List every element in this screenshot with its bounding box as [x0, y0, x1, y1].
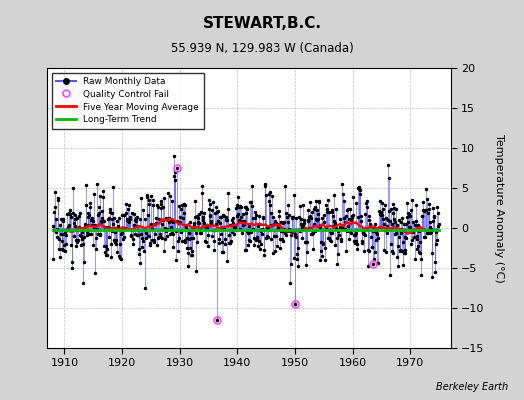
- Text: STEWART,B.C.: STEWART,B.C.: [202, 16, 322, 31]
- Legend: Raw Monthly Data, Quality Control Fail, Five Year Moving Average, Long-Term Tren: Raw Monthly Data, Quality Control Fail, …: [52, 72, 203, 129]
- Text: Berkeley Earth: Berkeley Earth: [436, 382, 508, 392]
- Y-axis label: Temperature Anomaly (°C): Temperature Anomaly (°C): [494, 134, 504, 282]
- Text: 55.939 N, 129.983 W (Canada): 55.939 N, 129.983 W (Canada): [171, 42, 353, 55]
